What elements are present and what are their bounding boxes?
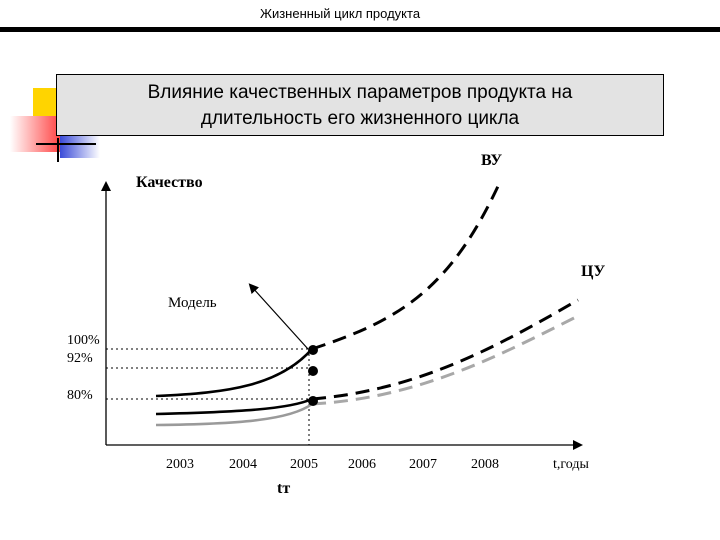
y-axis-label: Качество bbox=[136, 174, 203, 191]
y-tick-label: 80% bbox=[67, 388, 93, 403]
x-tick-label: 2006 bbox=[348, 457, 376, 472]
y-tick-label: 100% bbox=[67, 333, 100, 348]
model-label: Модель bbox=[168, 295, 217, 311]
slide-title-box: Влияние качественных параметров продукта… bbox=[56, 74, 664, 136]
marker-label: tт bbox=[277, 480, 290, 497]
curve-vu-dashed bbox=[311, 181, 502, 351]
decor-blue-gradient bbox=[60, 136, 100, 158]
curve-label-cu: ЦУ bbox=[581, 263, 605, 280]
decor-horizontal-line bbox=[36, 143, 96, 145]
x-tick-label: 2004 bbox=[229, 457, 257, 472]
y-tick-label: 92% bbox=[67, 351, 93, 366]
curve-upper-solid bbox=[155, 348, 313, 398]
curve-cu-dashed bbox=[311, 298, 579, 401]
slide-title-line2: длительность его жизненного цикла bbox=[200, 108, 520, 129]
curve-label-vu: ВУ bbox=[481, 152, 502, 169]
x-tick-label: 2005 bbox=[290, 457, 318, 472]
curve-lower-solid bbox=[155, 402, 313, 427]
curve-grey-dashed bbox=[311, 313, 581, 406]
header-divider bbox=[0, 27, 720, 32]
x-axis-label: t,годы bbox=[553, 457, 590, 472]
model-arrow bbox=[248, 283, 309, 350]
decor-vertical-line bbox=[57, 138, 59, 162]
header-title: Жизненный цикл продукта bbox=[259, 6, 421, 21]
curve-middle-solid bbox=[155, 397, 313, 416]
x-tick-label: 2007 bbox=[409, 457, 437, 472]
x-tick-label: 2008 bbox=[471, 457, 499, 472]
slide-title-line1: Влияние качественных параметров продукта… bbox=[147, 82, 573, 103]
x-tick-label: 2003 bbox=[166, 457, 194, 472]
point-100 bbox=[308, 345, 318, 355]
point-92 bbox=[308, 366, 318, 376]
point-80 bbox=[308, 396, 318, 406]
